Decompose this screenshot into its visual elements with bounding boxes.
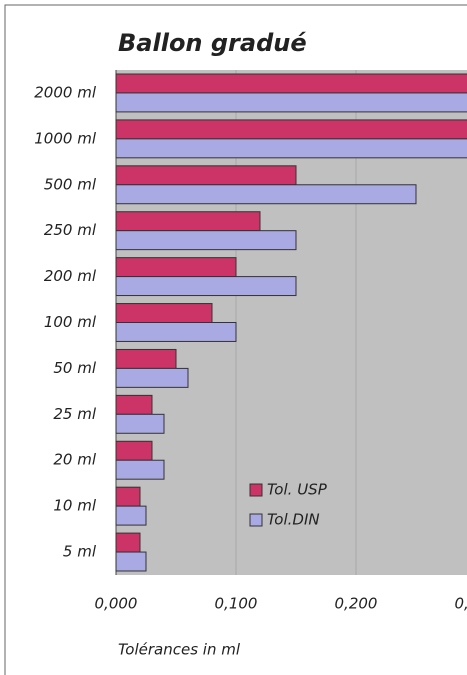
- bar: [115, 257, 237, 278]
- bar: [115, 413, 165, 434]
- y-tick-label: 25 ml: [53, 405, 96, 423]
- bar: [115, 459, 165, 480]
- y-tick-label: 50 ml: [53, 359, 96, 377]
- x-tick-label: 0,100: [215, 595, 258, 613]
- bar: [115, 165, 297, 186]
- x-tick-label: 0,200: [335, 595, 378, 613]
- legend-swatch: [249, 513, 263, 527]
- bar: [115, 551, 147, 572]
- bar: [115, 230, 297, 251]
- y-tick-label: 2000 ml: [34, 83, 97, 101]
- y-tick-label: 5 ml: [63, 543, 97, 561]
- bar: [115, 92, 467, 113]
- bar: [115, 138, 467, 159]
- bar: [115, 367, 189, 388]
- y-tick-label: 500 ml: [44, 175, 97, 193]
- bar: [115, 303, 213, 323]
- legend-label: Tol. USP: [267, 481, 328, 499]
- legend-label: Tol.DIN: [267, 511, 320, 529]
- y-tick-label: 10 ml: [53, 497, 96, 515]
- frame: [4, 4, 467, 675]
- x-axis-label: Tolérances in ml: [118, 641, 241, 659]
- bar: [115, 440, 153, 461]
- bar: [115, 119, 467, 140]
- y-tick-label: 1000 ml: [34, 129, 97, 147]
- bar: [115, 486, 141, 507]
- bar: [115, 394, 153, 415]
- bar: [115, 532, 141, 553]
- bar: [115, 211, 261, 232]
- chart-title: Ballon gradué: [118, 29, 307, 57]
- y-tick-label: 200 ml: [44, 267, 97, 285]
- bar: [115, 348, 177, 369]
- bar: [115, 322, 237, 342]
- legend-swatch: [249, 483, 263, 497]
- y-tick-label: 250 ml: [44, 221, 97, 239]
- x-tick-label: 0,300: [455, 595, 467, 613]
- y-tick-label: 100 ml: [44, 313, 97, 331]
- bar: [115, 276, 297, 297]
- x-tick-label: 0,000: [95, 595, 138, 613]
- bar: [115, 73, 467, 94]
- bar: [115, 505, 147, 526]
- bar: [115, 184, 417, 205]
- y-tick-label: 20 ml: [53, 451, 96, 469]
